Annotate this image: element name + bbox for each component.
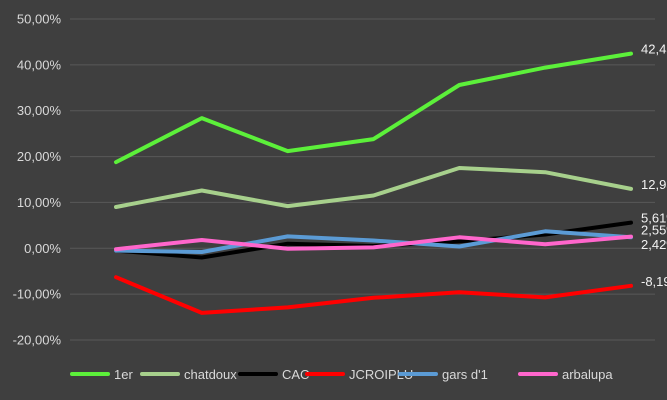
series-line-gars-d-1 [114,229,633,254]
y-tick-label: -10,00% [13,287,62,302]
y-tick-label: 50,00% [17,12,62,27]
legend-label: gars d'1 [442,367,488,382]
end-data-labels: 42,45% 12,95% 5,61% -8,19% 2,42%2,55% [641,42,667,289]
legend-label: CAC [282,367,309,382]
legend-label: JCROIPLU [349,367,413,382]
y-tick-label: 10,00% [17,195,62,210]
y-tick-label: 30,00% [17,103,62,118]
y-axis-tick-labels: -20,00% -10,00% 0,00% 10,00% 20,00% 30,00% 40,… [13,12,62,348]
y-tick-label: 20,00% [17,149,62,164]
series-line-chatdoux [114,166,633,209]
series-lines [114,51,633,315]
data-label-end: 5,61% [641,211,667,226]
series-line-arbalupa [114,234,633,252]
series-line-1er [114,51,633,165]
data-label-end: 2,55% [641,223,667,238]
y-tick-label: -20,00% [13,333,62,348]
data-label-end: -8,19% [641,274,667,289]
data-label-end: 42,45% [641,42,667,57]
legend-label: chatdoux [184,367,237,382]
legend-label: arbalupa [562,367,613,382]
data-label-end: 12,95% [641,177,667,192]
y-tick-label: 40,00% [17,57,62,72]
legend: 1er chatdoux CAC JCROIPLU gars d'1 arbalupa [70,367,613,382]
legend-label: 1er [114,367,133,382]
y-tick-label: 0,00% [24,241,61,256]
series-line-jcroiplu [114,275,633,315]
data-label-end: 2,42% [641,237,667,252]
